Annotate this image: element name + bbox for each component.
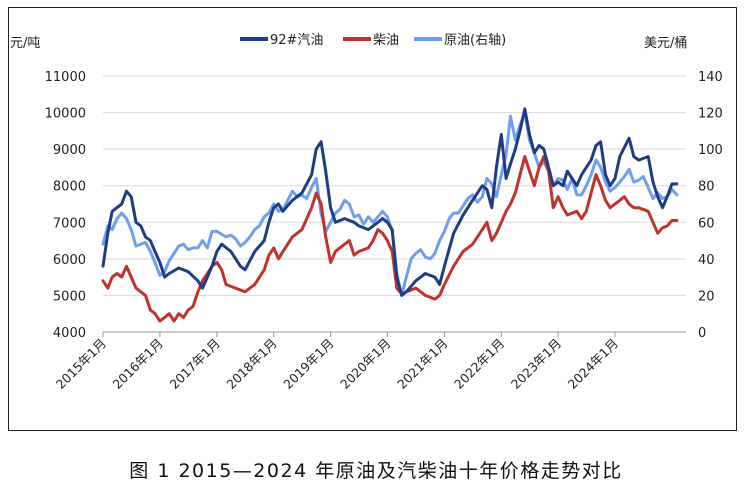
figure-caption: 图 1 2015—2024 年原油及汽柴油十年价格走势对比 [129, 460, 623, 482]
x-tick-label: 2018年1月 [223, 336, 279, 392]
y-right-tick-label: 120 [698, 107, 723, 122]
legend-label: 92#汽油 [270, 33, 323, 48]
legend: 92#汽油 柴油 原油(右轴) [240, 33, 506, 48]
y-right-tick-label: 140 [698, 70, 723, 85]
x-tick-label: 2021年1月 [394, 336, 450, 392]
x-tick-label: 2016年1月 [110, 336, 166, 392]
y-left-tick-label: 10000 [45, 107, 86, 122]
y-right-tick-label: 0 [698, 326, 706, 341]
y-left-tick-label: 7000 [53, 216, 86, 231]
price-trend-chart: 2015年1月 2016年1月 2017年1月 2018年1月 2019年1月 2020年… [10, 33, 723, 392]
x-tick-label: 2015年1月 [53, 336, 109, 392]
y-left-tick-label: 5000 [53, 289, 86, 304]
series-lines [101, 107, 679, 323]
gridlines [103, 75, 686, 296]
y-left-tick-label: 8000 [53, 180, 86, 195]
x-axis: 2015年1月 2016年1月 2017年1月 2018年1月 2019年1月 2020年… [53, 331, 686, 392]
legend-label: 柴油 [373, 33, 399, 48]
series-line-0 [101, 107, 679, 297]
y-right-tick-label: 40 [698, 253, 715, 268]
x-tick-label: 2024年1月 [565, 336, 621, 392]
series-line-2 [101, 111, 679, 297]
x-tick-label: 2020年1月 [337, 336, 393, 392]
x-tick-label: 2017年1月 [167, 336, 223, 392]
y-axis-left: 4000 5000 6000 7000 8000 9000 10000 11000 [45, 70, 86, 341]
x-tick-label: 2019年1月 [280, 336, 336, 392]
y-left-tick-label: 4000 [53, 326, 86, 341]
x-tick-label: 2022年1月 [451, 336, 507, 392]
y-right-tick-label: 20 [698, 289, 715, 304]
series-line-1 [101, 155, 679, 323]
x-tick-label: 2023年1月 [508, 336, 564, 392]
y-axis-left-unit: 元/吨 [10, 36, 40, 51]
y-right-tick-label: 100 [698, 143, 723, 158]
y-axis-right-unit: 美元/桶 [644, 36, 687, 51]
y-right-tick-label: 80 [698, 180, 715, 195]
y-left-tick-label: 9000 [53, 143, 86, 158]
y-left-tick-label: 11000 [45, 70, 86, 85]
legend-label: 原油(右轴) [444, 33, 506, 48]
chart-frame [8, 7, 737, 431]
y-axis-right: 0 20 40 60 80 100 120 140 [698, 70, 723, 341]
y-left-tick-label: 6000 [53, 253, 86, 268]
y-right-tick-label: 60 [698, 216, 715, 231]
